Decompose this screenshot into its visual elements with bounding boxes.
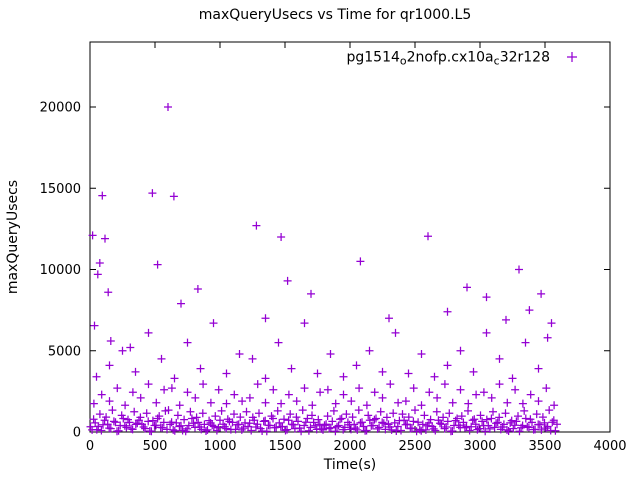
x-tick-label: 1500 <box>268 439 301 454</box>
x-tick-label: 3000 <box>463 439 496 454</box>
legend-label: pg1514o2nofp.cx10ac32r128 <box>347 50 551 68</box>
x-tick-label: 2000 <box>333 439 366 454</box>
y-tick-label: 15000 <box>40 182 81 197</box>
x-tick-label: 1000 <box>203 439 236 454</box>
y-tick-label: 5000 <box>48 344 81 359</box>
y-tick-label: 0 <box>73 426 81 441</box>
plot-border <box>89 41 611 433</box>
chart-title: maxQueryUsecs vs Time for qr1000.L5 <box>199 7 472 23</box>
x-tick-label: 4000 <box>593 439 626 454</box>
data-points <box>86 103 561 436</box>
legend: pg1514o2nofp.cx10ac32r128 <box>347 50 577 68</box>
x-axis-label: Time(s) <box>323 457 376 473</box>
x-tick-label: 0 <box>86 439 94 454</box>
legend-marker-icon <box>567 52 577 62</box>
y-axis-ticks: 0 5000 10000 15000 20000 <box>40 101 610 441</box>
y-tick-label: 10000 <box>40 263 81 278</box>
y-tick-label: 20000 <box>40 101 81 116</box>
x-tick-label: 500 <box>143 439 168 454</box>
x-tick-label: 2500 <box>398 439 431 454</box>
y-axis-label: maxQueryUsecs <box>5 180 21 294</box>
plot-area: 0 500 1000 1500 2000 2500 3000 3500 4000 0 5000 100… <box>40 41 627 454</box>
x-axis-ticks: 0 500 1000 1500 2000 2500 3000 3500 4000 <box>86 42 627 454</box>
x-tick-label: 3500 <box>528 439 561 454</box>
